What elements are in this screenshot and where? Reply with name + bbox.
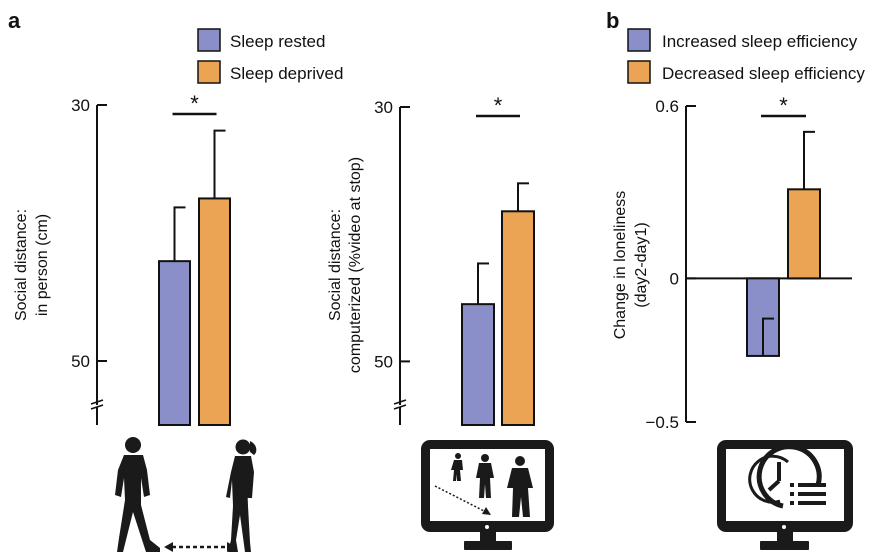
y-axis-label: (day2-day1) xyxy=(633,222,650,307)
legend-a: Sleep rested Sleep deprived xyxy=(197,28,343,84)
axis-break-mark xyxy=(393,399,407,405)
y-tick-label: 30 xyxy=(374,98,393,117)
legend-b: Increased sleep efficiency Decreased sle… xyxy=(627,28,865,84)
legend-b-label-decreased: Decreased sleep efficiency xyxy=(662,64,865,83)
y-tick-label: 30 xyxy=(71,96,90,115)
monitor-people-icon xyxy=(421,440,554,550)
legend-a-swatch-deprived xyxy=(197,60,221,84)
bar xyxy=(787,188,821,280)
monitor-clock-icon xyxy=(717,440,853,550)
bar xyxy=(501,210,535,426)
significance-star: * xyxy=(779,93,788,118)
y-axis-label: in person (cm) xyxy=(34,214,51,316)
legend-a-label-deprived: Sleep deprived xyxy=(230,64,343,83)
chart-loneliness-change: 0.6 0 −0.5 Change in loneliness (day2-day1) * xyxy=(612,93,852,432)
legend-b-swatch-decreased xyxy=(627,60,651,84)
legend-b-label-increased: Increased sleep efficiency xyxy=(662,32,858,51)
legend-b-swatch-increased xyxy=(627,28,651,52)
y-axis-label: Social distance: xyxy=(327,209,344,321)
significance-star: * xyxy=(494,93,503,118)
chart-in-person-distance: 30 50 Social distance: in person (cm) * xyxy=(13,91,231,426)
y-axis-label: computerized (%video at stop) xyxy=(347,157,364,373)
legend-a-swatch-rested xyxy=(197,28,221,52)
walking-people-icon xyxy=(115,437,257,552)
panel-a-letter: a xyxy=(8,8,21,33)
y-tick-label: −0.5 xyxy=(645,413,679,432)
y-axis-label: Social distance: xyxy=(13,209,30,321)
significance-star: * xyxy=(190,91,199,116)
bar xyxy=(198,197,231,426)
chart-computerized-distance: 30 50 Social distance: computerized (%video… xyxy=(327,93,535,426)
y-tick-label: 0.6 xyxy=(655,97,679,116)
y-tick-label: 0 xyxy=(670,269,679,288)
y-axis-label: Change in loneliness xyxy=(612,191,629,340)
y-tick-label: 50 xyxy=(71,352,90,371)
bar xyxy=(158,260,191,426)
panel-b-letter: b xyxy=(606,8,619,33)
y-tick-label: 50 xyxy=(374,352,393,371)
bar xyxy=(461,303,495,426)
axis-break-mark xyxy=(90,399,104,405)
legend-a-label-rested: Sleep rested xyxy=(230,32,325,51)
